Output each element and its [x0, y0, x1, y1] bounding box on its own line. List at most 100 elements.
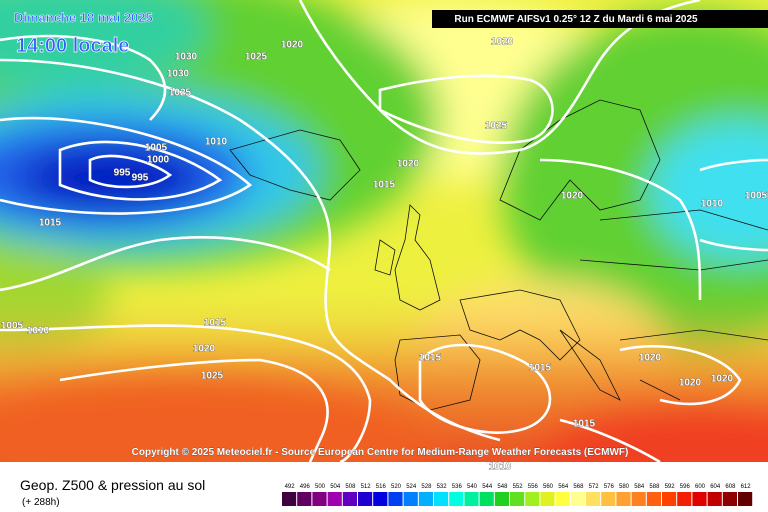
legend-label: 588	[649, 484, 660, 490]
legend-swatch	[646, 492, 661, 506]
legend-swatch	[692, 492, 707, 506]
legend-label: 560	[543, 484, 554, 490]
isobar-label: 1015	[373, 180, 396, 191]
legend-swatch	[540, 492, 555, 506]
legend-swatch	[707, 492, 722, 506]
isobar-label: 1010	[27, 326, 50, 337]
legend-label: 524	[406, 484, 417, 490]
isobar-label: 1020	[561, 191, 584, 202]
isobar-label: 1015	[529, 363, 552, 374]
footer-lead: (+ 288h)	[22, 497, 60, 508]
legend-label: 532	[437, 484, 448, 490]
legend-swatch	[601, 492, 616, 506]
isobar-label: 1020	[711, 374, 734, 385]
legend-label: 608	[725, 484, 736, 490]
isobar-label: 1020	[491, 37, 514, 48]
isobar-label: 995	[114, 168, 131, 179]
legend-label: 548	[497, 484, 508, 490]
legend-label: 568	[573, 484, 584, 490]
legend-label: 544	[482, 484, 493, 490]
legend-label: 580	[619, 484, 630, 490]
isobar-label: 1020	[397, 159, 420, 170]
legend-label: 520	[391, 484, 402, 490]
isobar-label: 1015	[573, 419, 596, 430]
isobar-label: 1015	[419, 353, 442, 364]
legend-swatch	[570, 492, 585, 506]
legend-swatch	[677, 492, 692, 506]
copyright: Copyright © 2025 Meteociel.fr - Source E…	[132, 447, 629, 458]
isobar-label: 1020	[281, 40, 304, 51]
isobar-label: 1020	[679, 378, 702, 389]
legend-swatch	[525, 492, 540, 506]
legend-label: 576	[604, 484, 615, 490]
run-info: Run ECMWF AIFSv1 0.25° 12 Z du Mardi 6 m…	[454, 14, 698, 25]
legend-label: 612	[741, 484, 752, 490]
legend-swatch	[479, 492, 494, 506]
isobar-label: 1005	[745, 191, 768, 202]
time: 14:00 locale	[16, 35, 129, 57]
legend-label: 492	[285, 484, 296, 490]
isobar-label: 1025	[485, 121, 508, 132]
legend-swatch	[327, 492, 342, 506]
isobar-label: 1030	[167, 69, 190, 80]
legend-label: 572	[589, 484, 600, 490]
legend-swatch	[342, 492, 357, 506]
legend-swatch	[449, 492, 464, 506]
run-banner	[432, 10, 768, 28]
legend-label: 584	[634, 484, 645, 490]
isobar-label: 1025	[169, 88, 192, 99]
legend-label: 552	[513, 484, 524, 490]
legend-label: 604	[710, 484, 721, 490]
isobar-label: 1030	[175, 52, 198, 63]
footer-title: Geop. Z500 & pression au sol	[20, 477, 205, 493]
legend-label: 500	[315, 484, 326, 490]
legend-swatch	[586, 492, 601, 506]
legend-swatch	[738, 492, 753, 506]
legend-swatch	[297, 492, 312, 506]
legend-label: 516	[376, 484, 387, 490]
date: Dimanche 18 mai 2025	[14, 10, 153, 25]
legend-label: 508	[345, 484, 356, 490]
legend-label: 496	[300, 484, 311, 490]
isobar-label: 1010	[205, 137, 228, 148]
legend-swatch	[403, 492, 418, 506]
isobar-label: 1010	[489, 462, 512, 473]
legend-swatch	[510, 492, 525, 506]
isobar-label: 1020	[193, 344, 216, 355]
legend-label: 556	[528, 484, 539, 490]
legend-swatch	[282, 492, 297, 506]
legend-swatch	[418, 492, 433, 506]
legend-swatch	[312, 492, 327, 506]
isobar-label: 995	[132, 173, 149, 184]
legend-swatch	[434, 492, 449, 506]
legend-label: 528	[421, 484, 432, 490]
isobars	[0, 0, 768, 462]
legend-label: 600	[695, 484, 706, 490]
legend-swatch	[722, 492, 737, 506]
legend-swatch	[494, 492, 509, 506]
legend-label: 564	[558, 484, 569, 490]
legend-swatch	[555, 492, 570, 506]
legend-label: 504	[330, 484, 341, 490]
isobar-label: 1020	[639, 353, 662, 364]
isobar-label: 1005	[1, 321, 24, 332]
legend-label: 592	[665, 484, 676, 490]
legend-label: 540	[467, 484, 478, 490]
legend-swatch	[464, 492, 479, 506]
isobar-label: 1000	[147, 155, 170, 166]
isobar-label: 1005	[145, 143, 168, 154]
legend-swatch	[388, 492, 403, 506]
isobar-label: 1010	[701, 199, 724, 210]
isobar-label: 1025	[245, 52, 268, 63]
legend-swatch	[358, 492, 373, 506]
legend-swatch	[373, 492, 388, 506]
legend-label: 596	[680, 484, 691, 490]
legend-swatch	[662, 492, 677, 506]
isobar-label: 1015	[39, 218, 62, 229]
legend-label: 512	[361, 484, 372, 490]
isobar-label: 1025	[201, 371, 224, 382]
legend-swatch	[616, 492, 631, 506]
